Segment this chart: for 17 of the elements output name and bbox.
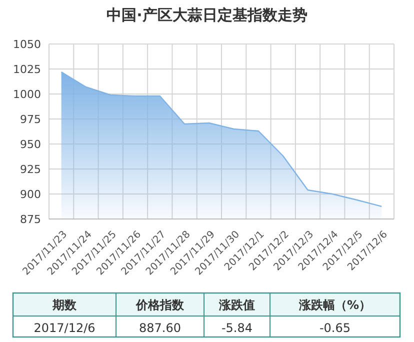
text: 期数 bbox=[52, 298, 78, 312]
text: 2017/12/6 bbox=[34, 321, 96, 335]
y-tick-label: 875 bbox=[20, 213, 41, 226]
text: 887.60 bbox=[139, 321, 181, 335]
y-tick-label: 900 bbox=[20, 188, 41, 201]
text: -5.84 bbox=[221, 321, 253, 335]
y-tick-label: 1025 bbox=[13, 63, 41, 76]
text: 价格指数 bbox=[135, 298, 185, 312]
y-tick-label: 975 bbox=[20, 113, 41, 126]
y-tick-label: 925 bbox=[20, 163, 41, 176]
y-tick-label: 1000 bbox=[13, 88, 41, 101]
y-tick-label: 1050 bbox=[13, 38, 41, 51]
chart-title: 中国·产区大蒜日定基指数走势 bbox=[106, 6, 308, 24]
text: -0.65 bbox=[319, 321, 351, 335]
y-tick-label: 950 bbox=[20, 138, 41, 151]
text: 涨跌幅（%） bbox=[298, 298, 372, 312]
text: 涨跌值 bbox=[218, 298, 255, 312]
